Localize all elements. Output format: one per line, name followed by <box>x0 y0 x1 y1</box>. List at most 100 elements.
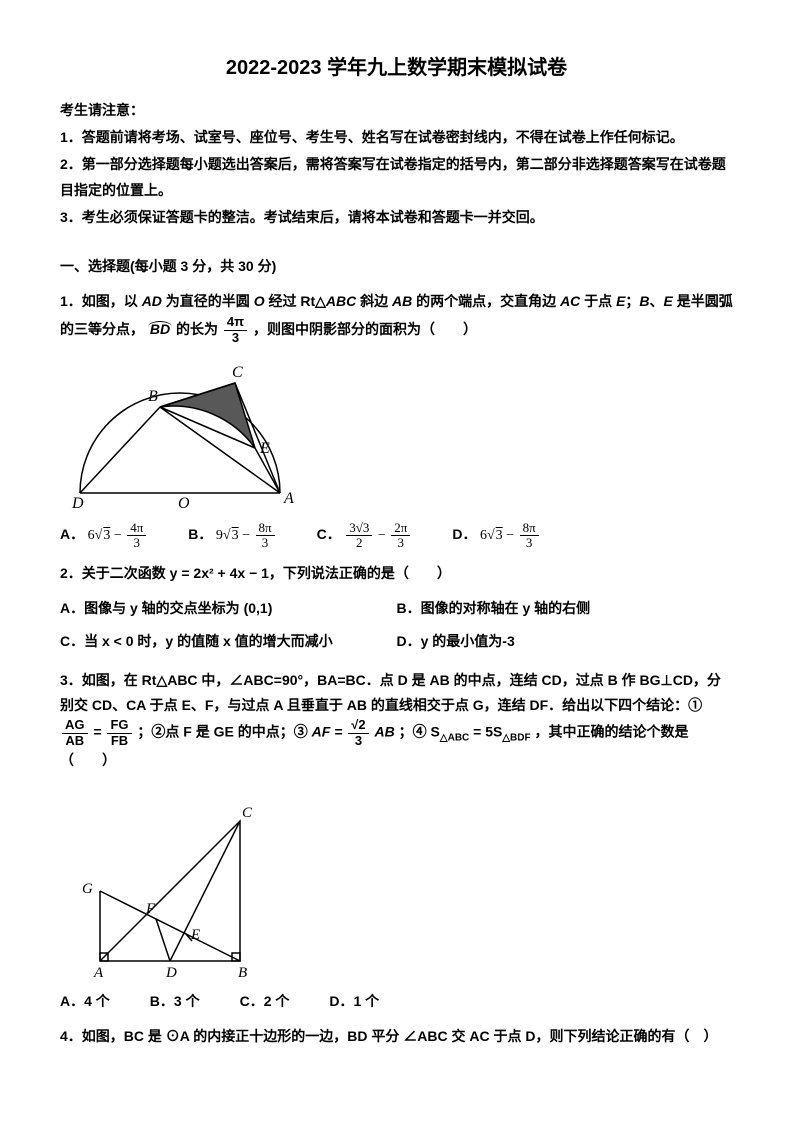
q2-opt-d: D．y 的最小值为-3 <box>397 629 734 654</box>
q3-sub: △ABC <box>440 733 469 744</box>
frac-num: 4π <box>224 315 247 330</box>
fn: FG <box>107 718 131 733</box>
fn: 8π <box>256 521 275 536</box>
q3-opt-b: B．3 个 <box>150 989 200 1014</box>
fig1-B: B <box>148 388 158 405</box>
frac-ag-ab: AGAB <box>62 718 88 748</box>
q1-seg: 于点 <box>580 293 616 309</box>
q1-text: 1．如图，以 AD 为直径的半圆 O 经过 Rt△ABC 斜边 AB 的两个端点… <box>60 293 733 337</box>
q1-options: A． 6√3 − 4π3 B． 9√3 − 8π3 C． 3√32 − 2π3 … <box>60 521 733 551</box>
frac-fg-fb: FGFB <box>107 718 131 748</box>
q1-seg: ； <box>625 293 639 309</box>
q1-seg: AD <box>142 293 162 309</box>
opt-label: C． <box>317 526 341 542</box>
opt-frac: 4π3 <box>127 521 146 551</box>
q2-opt-b: B．图像的对称轴在 y 轴的右侧 <box>397 596 734 621</box>
q1-seg: O <box>254 293 265 309</box>
fig2-D: D <box>165 965 177 981</box>
q3-opt-c: C．2 个 <box>240 989 290 1014</box>
q2-opt-a: A．图像与 y 轴的交点坐标为 (0,1) <box>60 596 397 621</box>
notice-2: 2．第一部分选择题每小题选出答案后，需将答案写在试卷指定的括号内，第二部分非选择… <box>60 152 733 202</box>
q1-seg: 1．如图，以 <box>60 293 142 309</box>
figure-2-svg: A B C D E F G <box>60 781 300 981</box>
q1-seg: 经过 Rt△ <box>265 293 326 309</box>
q3-opt-a: A．4 个 <box>60 989 110 1014</box>
opt-minus: − <box>239 528 254 543</box>
q1-seg: AB <box>392 293 412 309</box>
opt-val: 6 <box>480 528 487 543</box>
q2-options: A．图像与 y 轴的交点坐标为 (0,1) B．图像的对称轴在 y 轴的右侧 C… <box>60 592 733 658</box>
opt-label: B． <box>188 526 212 542</box>
question-1: 1．如图，以 AD 为直径的半圆 O 经过 Rt△ABC 斜边 AB 的两个端点… <box>60 289 733 345</box>
frac-sqrt2-3: √23 <box>348 718 368 748</box>
q1-seg: 的长为 <box>176 321 218 337</box>
q2-opt-c: C．当 x < 0 时，y 的值随 x 值的增大而减小 <box>60 629 397 654</box>
opt-frac: 2π3 <box>391 521 410 551</box>
fig1-E: E <box>259 440 270 457</box>
q1-seg: AC <box>560 293 580 309</box>
q1-opt-b: B． 9√3 − 8π3 <box>188 521 276 551</box>
q3-options: A．4 个 B．3 个 C．2 个 D．1 个 <box>60 989 733 1014</box>
q1-seg: 为直径的半圆 <box>162 293 254 309</box>
fig2-G: G <box>82 881 93 897</box>
notice-3: 3．考生必须保证答题卡的整洁。考试结束后，请将本试卷和答题卡一并交回。 <box>60 205 733 230</box>
q1-seg: B <box>639 293 649 309</box>
fd: 3 <box>127 536 146 550</box>
opt-sqrt: 3 <box>495 528 503 543</box>
q1-seg: 的两个端点，交直角边 <box>412 293 560 309</box>
exam-title: 2022-2023 学年九上数学期末模拟试卷 <box>60 50 733 86</box>
figure-2: A B C D E F G <box>60 781 733 981</box>
notice-head: 考生请注意： <box>60 98 733 123</box>
fn: √2 <box>348 718 368 733</box>
q3-sub: △BDF <box>502 733 530 744</box>
fig2-E: E <box>190 927 200 943</box>
fn: 8π <box>520 521 539 536</box>
q1-seg: ，则图中阴影部分的面积为（ ） <box>253 321 477 337</box>
fig2-C: C <box>242 805 253 821</box>
figure-1: D O A B C E <box>60 353 733 513</box>
q1-opt-a: A． 6√3 − 4π3 <box>60 521 148 551</box>
fn: 4π <box>127 521 146 536</box>
q1-seg: 、 <box>650 293 664 309</box>
q1-seg: E <box>664 293 673 309</box>
fig1-D: D <box>71 495 84 512</box>
q3-ab: AB <box>375 724 395 740</box>
opt-minus: − <box>110 528 125 543</box>
notice-1: 1．答题前请将考场、试室号、座位号、考生号、姓名写在试卷密封线内，不得在试卷上作… <box>60 125 733 150</box>
fig1-O: O <box>178 495 190 512</box>
opt-minus: − <box>503 528 518 543</box>
q3-seg: ；④ S <box>399 724 440 740</box>
q3-af: AF = <box>312 724 347 740</box>
arc-label: BD <box>150 321 170 337</box>
q3-opt-d: D．1 个 <box>329 989 379 1014</box>
fig2-B: B <box>238 965 247 981</box>
opt-sqrt: 3 <box>231 528 239 543</box>
q3-seg: = 5S <box>473 724 502 740</box>
arc-bd: BD <box>148 321 172 336</box>
q3-eq: = <box>93 724 105 740</box>
opt-label: D． <box>452 526 476 542</box>
fraction-4pi-3: 4π3 <box>224 315 247 345</box>
fig2-A: A <box>93 965 104 981</box>
question-3: 3．如图，在 Rt△ABC 中，∠ABC=90°，BA=BC．点 D 是 AB … <box>60 668 733 773</box>
fig1-A: A <box>283 490 294 507</box>
fd: 2 <box>346 536 372 550</box>
fd: 3 <box>256 536 275 550</box>
q1-opt-c: C． 3√32 − 2π3 <box>317 521 413 551</box>
figure-1-svg: D O A B C E <box>60 353 320 513</box>
q1-seg: 斜边 <box>356 293 392 309</box>
fd: 3 <box>520 536 539 550</box>
opt-val: 9 <box>216 528 223 543</box>
fd: 3 <box>391 536 410 550</box>
fig1-C: C <box>232 364 243 381</box>
opt-frac: 8π3 <box>256 521 275 551</box>
frac-den: 3 <box>224 331 247 345</box>
fd: 3 <box>348 734 368 748</box>
q1-opt-d: D． 6√3 − 8π3 <box>452 521 540 551</box>
opt-frac: 8π3 <box>520 521 539 551</box>
q1-seg: ABC <box>326 293 356 309</box>
question-2: 2．关于二次函数 y = 2x² + 4x − 1，下列说法正确的是（ ） <box>60 561 733 586</box>
opt-label: A． <box>60 526 84 542</box>
opt-minus: − <box>378 528 389 543</box>
fn: 2π <box>391 521 410 536</box>
